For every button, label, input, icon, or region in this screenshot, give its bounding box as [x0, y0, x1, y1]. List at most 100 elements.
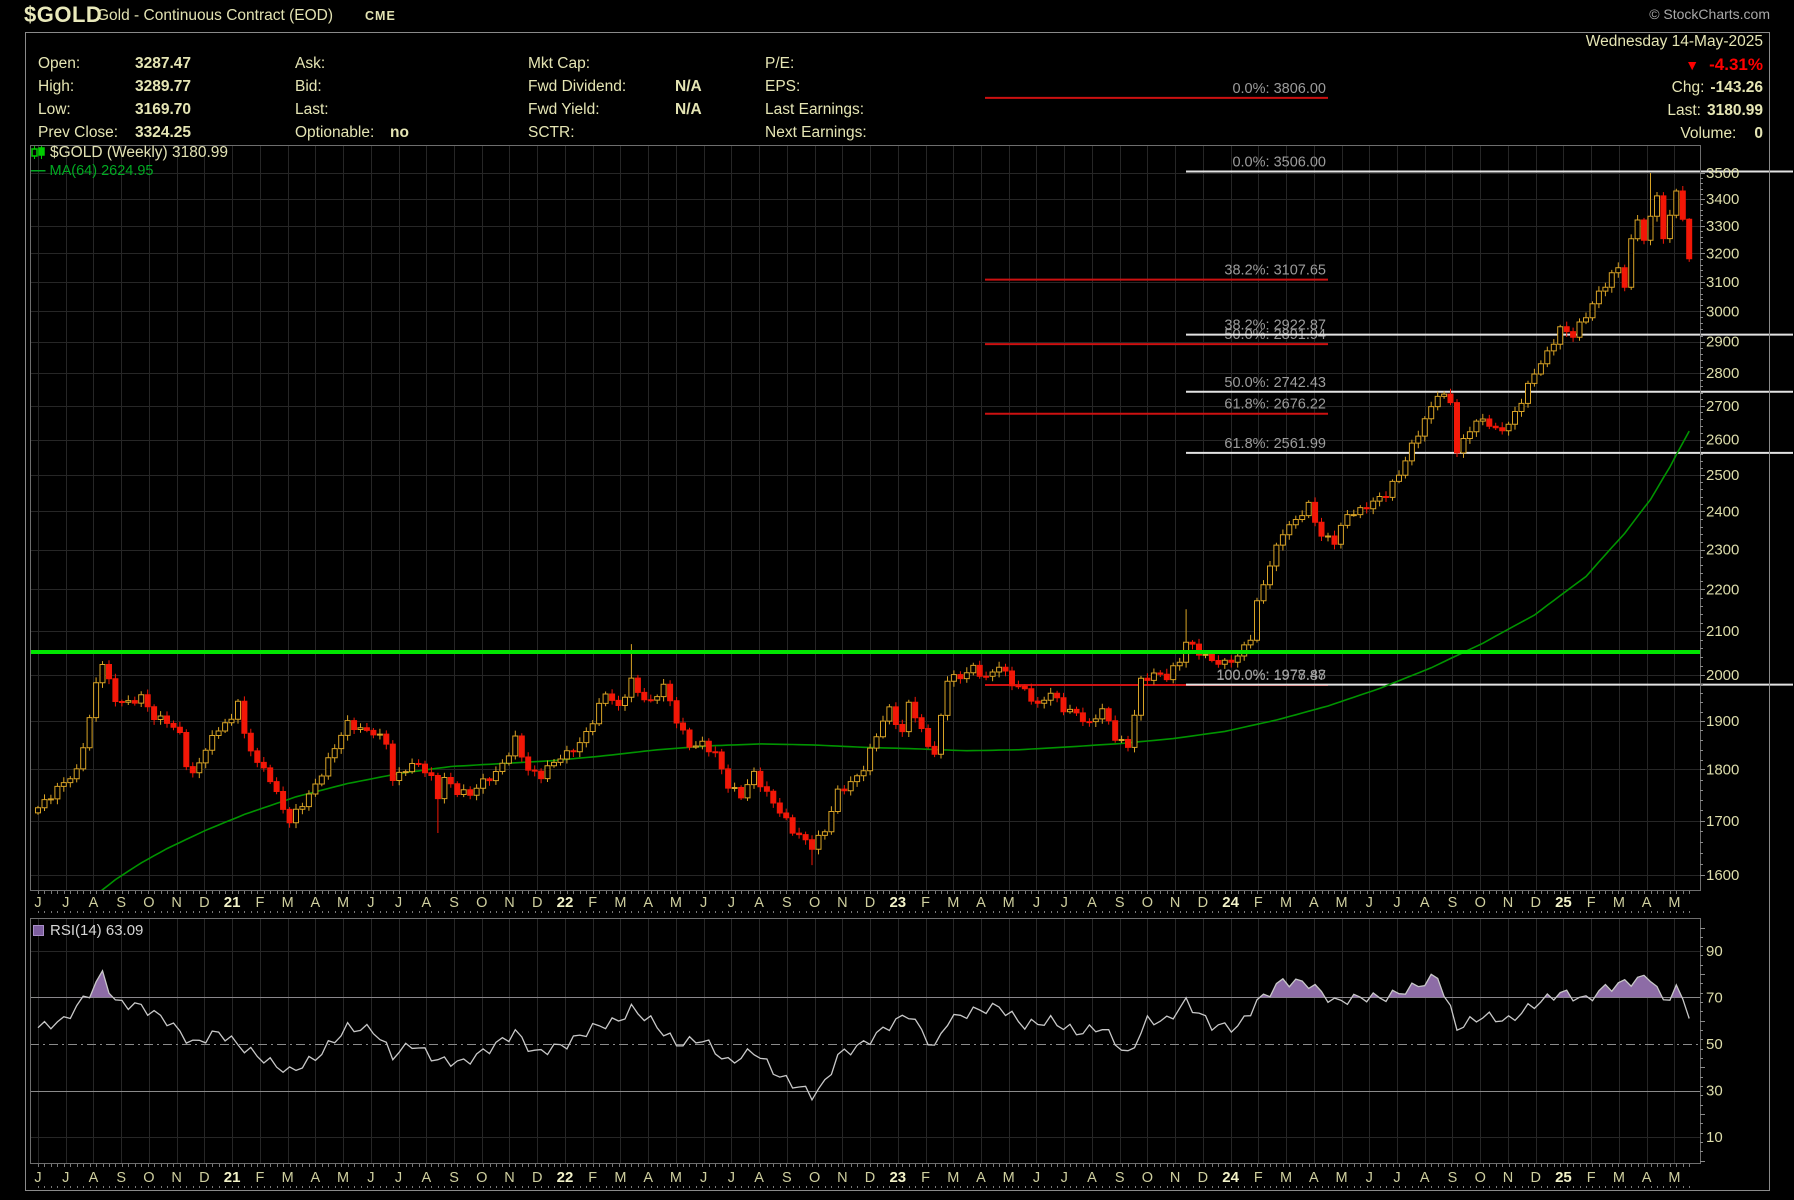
x-axis-month-label: S	[449, 895, 459, 911]
rsi-x-axis-month-label: M	[337, 1170, 349, 1186]
rsi-x-axis-month-label: J	[395, 1170, 402, 1186]
rsi-x-axis-month-label: N	[504, 1170, 514, 1186]
volume-value: 0	[1754, 125, 1763, 142]
last-price-label: Last:	[1667, 102, 1701, 119]
rsi-x-axis-month-label: J	[367, 1170, 374, 1186]
rsi-x-axis-month-label: J	[62, 1170, 69, 1186]
price-axis-label: 1600	[1706, 867, 1739, 884]
optionable-row: Optionable: no	[295, 121, 409, 144]
rsi-x-axis-month-label: M	[614, 1170, 626, 1186]
prev-close-value: 3324.25	[135, 124, 192, 141]
rsi-x-axis-month-label: S	[782, 1170, 792, 1186]
x-axis-month-label: J	[1061, 895, 1068, 911]
rsi-x-axis-month-label: F	[255, 1170, 264, 1186]
x-axis-month-label: O	[1142, 895, 1153, 911]
optionable-label: Optionable:	[295, 124, 375, 141]
x-axis-month-label: J	[700, 895, 707, 911]
rsi-overbought-fill	[38, 970, 1690, 998]
rsi-x-axis-month-label: A	[643, 1170, 653, 1186]
x-axis-month-label: M	[614, 895, 626, 911]
open-row: Open: 3287.47	[38, 52, 191, 75]
rsi-x-axis-month-label: J	[1061, 1170, 1068, 1186]
symbol-title: $GOLD	[24, 2, 103, 27]
rsi-x-axis-month-label: J	[728, 1170, 735, 1186]
x-axis-month-label: O	[809, 895, 820, 911]
rsi-x-axis-month-label: 21	[224, 1169, 241, 1186]
x-axis-month-label: N	[1503, 895, 1513, 911]
rsi-x-axis-month-label: M	[947, 1170, 959, 1186]
fib-label-white-retracement: 50.0%: 2742.43	[1224, 375, 1326, 391]
main-chart-legend: $GOLD (Weekly) 3180.99	[31, 144, 228, 162]
rsi-x-axis-month-label: M	[282, 1170, 294, 1186]
x-axis-month-label: N	[504, 895, 514, 911]
open-label: Open:	[38, 55, 81, 72]
change-percent: -4.31%	[1709, 55, 1763, 74]
rsi-indicator-icon	[33, 925, 44, 936]
low-value: 3169.70	[135, 101, 192, 118]
y-axis-ticks	[1700, 173, 1705, 1162]
price-axis-label: 2100	[1706, 623, 1739, 640]
price-axis-label: 3100	[1706, 274, 1739, 291]
x-axis-month-label: S	[782, 895, 792, 911]
price-axis-label: 2500	[1706, 467, 1739, 484]
rsi-x-axis-month-label: A	[1087, 1170, 1097, 1186]
rsi-x-axis-month-label: F	[1254, 1170, 1263, 1186]
x-axis-month-label: N	[171, 895, 181, 911]
chg-row: Chg: -143.26	[1586, 76, 1763, 99]
x-axis-month-label: A	[1642, 895, 1652, 911]
rsi-x-axis-month-label: 25	[1555, 1169, 1572, 1186]
price-axis-label: 3200	[1706, 245, 1739, 262]
rsi-x-axis-month-label: J	[1366, 1170, 1373, 1186]
fib-label-red-retracement: 100.0%: 1977.87	[1216, 668, 1326, 684]
stockcharts-candle-logo-icon	[31, 146, 45, 159]
rsi-x-axis-month-label: S	[1115, 1170, 1125, 1186]
x-axis-month-label: S	[116, 895, 126, 911]
x-axis-month-label: M	[1280, 895, 1292, 911]
price-axis-label: 2900	[1706, 334, 1739, 351]
eps-row: EPS:	[765, 75, 905, 98]
price-axis-label: 3400	[1706, 191, 1739, 208]
price-axis-label: 3500	[1706, 165, 1739, 182]
rsi-x-axis-month-label: A	[754, 1170, 764, 1186]
rsi-axis-label: 50	[1706, 1036, 1723, 1053]
quote-date: Wednesday 14-May-2025	[1585, 33, 1763, 50]
rsi-x-axis-month-label: M	[1003, 1170, 1015, 1186]
x-axis-month-label: A	[643, 895, 653, 911]
pe-label: P/E:	[765, 55, 795, 72]
low-row: Low: 3169.70	[38, 98, 191, 121]
rsi-x-axis-month-label: D	[532, 1170, 542, 1186]
x-axis-month-label: M	[337, 895, 349, 911]
rsi-x-axis-month-label: S	[1448, 1170, 1458, 1186]
x-axis-month-label: J	[367, 895, 374, 911]
x-axis-month-label: F	[588, 895, 597, 911]
volume-label: Volume:	[1680, 125, 1737, 142]
rsi-x-axis-month-label: A	[1420, 1170, 1430, 1186]
x-axis-month-label: A	[1309, 895, 1319, 911]
x-axis-month-label: A	[1087, 895, 1097, 911]
quote-info-column-1: Open: 3287.47 High: 3289.77 Low: 3169.70 Pr…	[38, 52, 191, 144]
rsi-x-axis-month-label: N	[171, 1170, 181, 1186]
rsi-x-axis-month-label: A	[421, 1170, 431, 1186]
rsi-x-axis-month-label: A	[89, 1170, 99, 1186]
fib-label-white-retracement: 38.2%: 2922.87	[1224, 318, 1326, 334]
price-axis-label: 2300	[1706, 542, 1739, 559]
quote-info-column-3: Mkt Cap: Fwd Dividend: N/A Fwd Yield: N/A …	[528, 52, 702, 144]
x-axis-month-label: A	[421, 895, 431, 911]
vertical-gridlines	[38, 145, 1675, 1163]
main-legend-text: $GOLD (Weekly) 3180.99	[50, 144, 229, 161]
mkt-cap-row: Mkt Cap:	[528, 52, 702, 75]
rsi-x-axis-month-label: D	[1530, 1170, 1540, 1186]
rsi-axis-label: 10	[1706, 1129, 1723, 1146]
ma-legend-text: MA(64) 2624.95	[49, 163, 154, 179]
rsi-x-axis-month-label: O	[143, 1170, 154, 1186]
pe-row: P/E:	[765, 52, 905, 75]
x-axis-month-label: A	[1420, 895, 1430, 911]
high-row: High: 3289.77	[38, 75, 191, 98]
price-axis-label: 1800	[1706, 761, 1739, 778]
rsi-x-axis-month-label: A	[1309, 1170, 1319, 1186]
bid-label: Bid:	[295, 78, 322, 95]
horizontal-gridlines	[30, 173, 1700, 1138]
x-axis-month-label: D	[1530, 895, 1540, 911]
rsi-axis-label: 90	[1706, 943, 1723, 960]
